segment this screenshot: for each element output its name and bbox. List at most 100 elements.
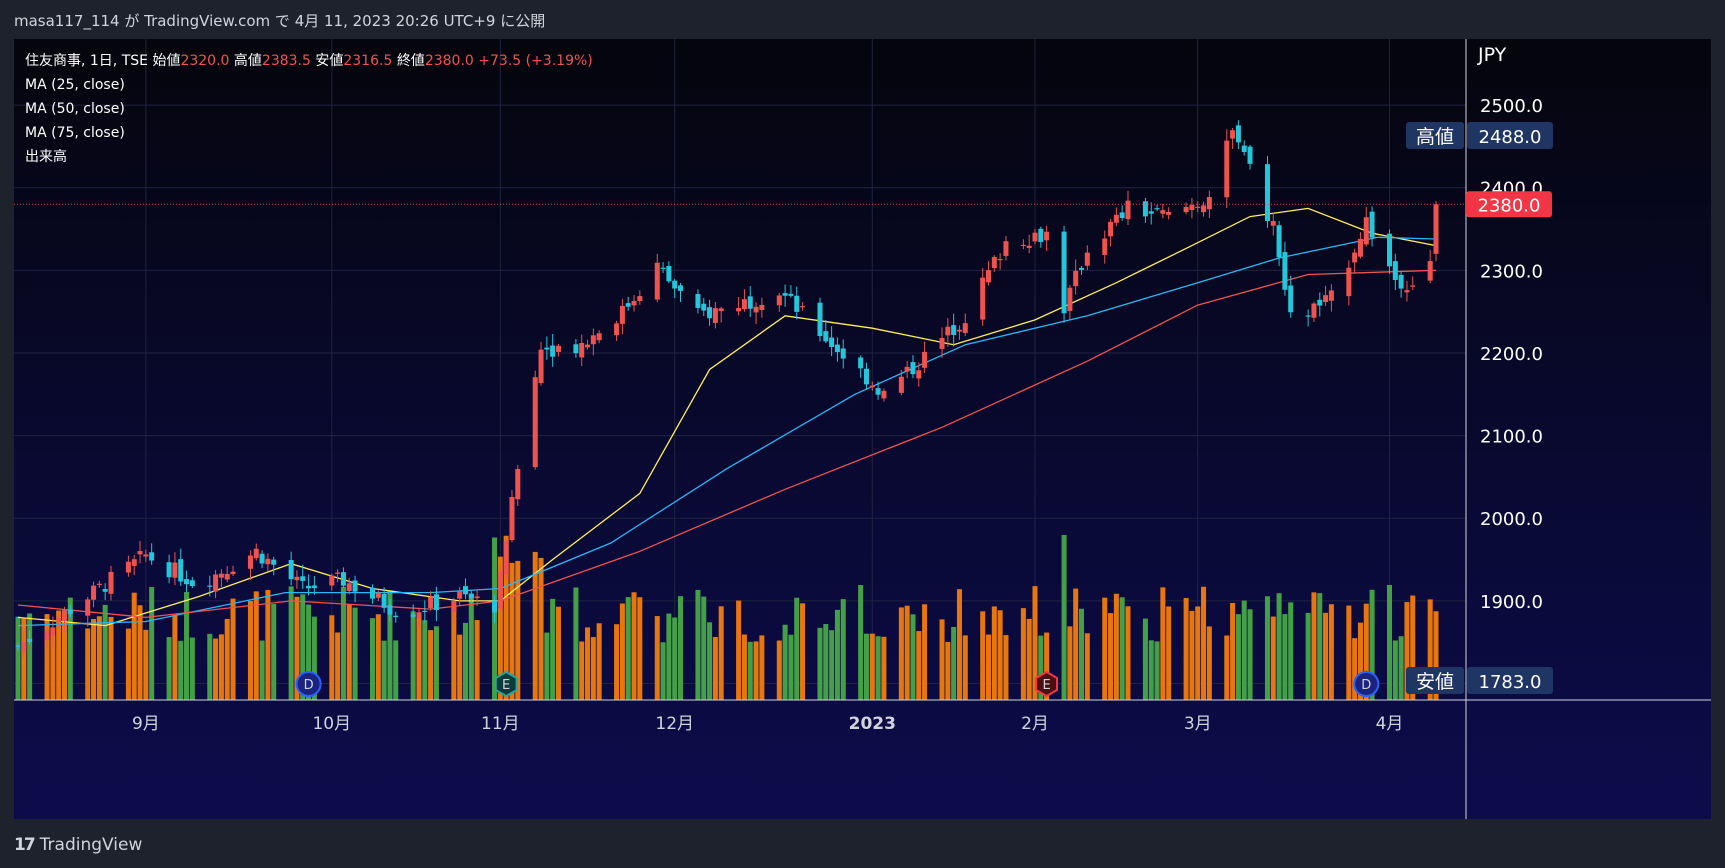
candle-body — [747, 296, 753, 309]
volume-bar — [172, 615, 178, 700]
volume-bar — [1224, 635, 1230, 700]
volume-bar — [1386, 584, 1393, 700]
candle-body — [718, 308, 724, 312]
candle-body — [184, 579, 190, 585]
volume-bar — [1230, 602, 1236, 700]
candle-body — [85, 599, 91, 616]
candle-body — [800, 306, 806, 308]
volume-bar — [637, 597, 643, 700]
candle-body — [817, 302, 823, 337]
candle-body — [677, 285, 684, 291]
candle-body — [428, 596, 434, 609]
candle-body — [701, 303, 707, 311]
legend-ma25[interactable]: MA (25, close) — [25, 77, 125, 93]
volume-bar — [1282, 614, 1288, 700]
volume-bar — [1102, 597, 1108, 700]
volume-bar — [329, 615, 335, 700]
candle-body — [340, 572, 346, 586]
candle-body — [660, 267, 666, 269]
candle-body — [544, 347, 550, 350]
volume-bar — [660, 642, 666, 700]
candle-body — [834, 344, 840, 353]
price-tag-label-bg — [1406, 667, 1464, 694]
volume-bar — [1113, 593, 1119, 700]
last-price-tag — [1466, 191, 1552, 218]
candle-body — [759, 304, 765, 311]
volume-bars — [15, 535, 1439, 700]
earnings-marker-icon[interactable] — [494, 670, 518, 698]
candle-body — [1206, 197, 1212, 210]
volume-bar — [1305, 612, 1311, 700]
volume-bar — [503, 535, 509, 700]
tradingview-brand: TradingView — [39, 835, 143, 855]
candle-body — [1288, 285, 1294, 313]
price-tag-text: 1783.0 — [1479, 672, 1542, 693]
candle-body — [956, 329, 962, 332]
candle-body — [375, 592, 381, 598]
candle-body — [951, 325, 957, 335]
volume-bar — [672, 617, 678, 700]
candle-body — [1392, 261, 1398, 280]
candle-body — [538, 349, 544, 383]
volume-bar — [178, 640, 184, 700]
volume-bar — [631, 592, 637, 700]
x-tick-label: 10月 — [312, 714, 351, 734]
volume-bar — [829, 630, 835, 700]
volume-bar — [956, 589, 962, 700]
candle-body — [265, 558, 271, 565]
x-tick-label: 11月 — [481, 714, 520, 734]
candle-body — [451, 601, 457, 613]
legend-volume[interactable]: 出来高 — [25, 149, 67, 165]
volume-bar — [962, 635, 968, 700]
volume-bar — [701, 596, 707, 700]
volume-bar — [85, 628, 91, 700]
bottom-bar: 17 TradingView — [0, 825, 1725, 868]
candle-body — [707, 307, 713, 319]
volume-bar — [625, 597, 631, 700]
volume-bar — [294, 596, 300, 700]
candle-body — [230, 571, 236, 575]
candle-body — [335, 572, 341, 574]
volume-bar — [980, 611, 986, 700]
tradingview-logo[interactable]: 17 TradingView — [14, 835, 142, 855]
candle-body — [1026, 245, 1032, 248]
event-marker-letter: E — [1043, 678, 1051, 693]
candle-body — [503, 541, 509, 575]
candle-body — [625, 303, 631, 307]
candle-body — [614, 323, 620, 336]
candle-body — [259, 553, 265, 564]
legend-close-value: 2380.0 — [424, 53, 474, 69]
chart-area[interactable]: D E E D 1800.01900.02000.02100.02200.02300.… — [14, 39, 1711, 819]
price-tag-bg — [1467, 667, 1553, 694]
candle-body — [300, 576, 306, 581]
volume-bar — [794, 597, 800, 700]
volume-bar — [375, 614, 381, 700]
volume-bar — [381, 640, 387, 700]
legend-ma75[interactable]: MA (75, close) — [25, 125, 125, 141]
legend-change: +73.5 (+3.19%) — [478, 53, 593, 69]
earnings-marker-icon[interactable] — [1035, 670, 1058, 698]
dividend-marker-icon[interactable] — [295, 671, 322, 697]
candle-body — [1032, 232, 1038, 242]
last-price-text: 2380.0 — [1478, 195, 1541, 216]
volume-bar — [898, 607, 904, 700]
volume-bar — [579, 641, 585, 700]
candle-body — [1369, 211, 1375, 238]
chart-svg[interactable]: D E E D 1800.01900.02000.02100.02200.02300.… — [14, 39, 1711, 819]
dividend-marker-icon[interactable] — [1353, 671, 1380, 697]
volume-bar — [718, 606, 724, 700]
candle-body — [422, 610, 428, 613]
candle-body — [1003, 241, 1009, 256]
legend-close-label: 終値 — [396, 53, 425, 69]
volume-bar — [451, 606, 457, 700]
legend-ma50[interactable]: MA (50, close) — [25, 101, 125, 117]
volume-bar — [1404, 602, 1410, 700]
legend-low-label: 安値 — [315, 53, 344, 69]
legend-symbol: 住友商事, 1日, TSE — [25, 53, 148, 69]
volume-bar — [1247, 609, 1253, 700]
volume-bar — [1067, 626, 1073, 700]
candle-body — [178, 559, 184, 582]
candle-body — [1241, 145, 1247, 153]
candle-body — [213, 574, 219, 592]
